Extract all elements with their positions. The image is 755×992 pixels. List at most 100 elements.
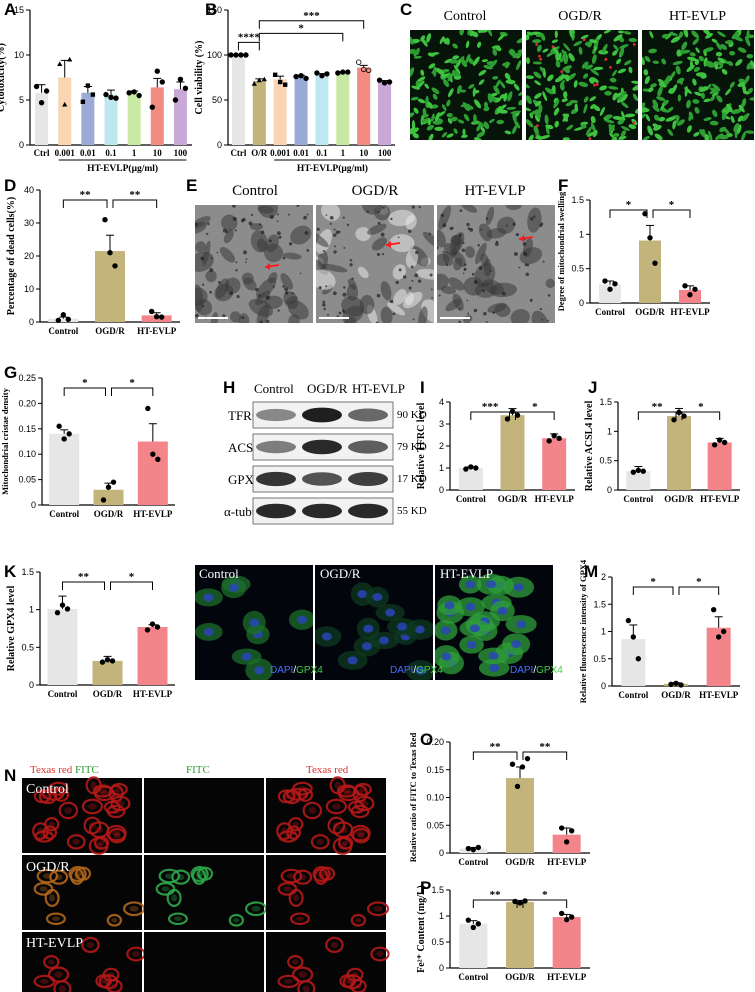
live-cell [631,80,638,84]
nucleus [241,652,252,661]
live-cell [727,61,734,67]
organelle [448,277,465,291]
bar-ogdr [506,778,534,853]
live-cell [661,58,667,65]
live-cell [608,124,615,133]
live-cell [488,118,495,123]
y-axis-label: Percentage of dead cells(%) [6,197,17,315]
live-cell [421,37,428,47]
dead-cell [608,65,612,69]
live-cell [689,52,696,57]
granule [462,241,465,245]
y-tick-label: 1.5 [21,567,34,577]
blot-band [348,503,388,519]
live-cell [581,61,589,69]
live-cell [654,114,660,121]
bar-10 [150,87,164,145]
live-cell [709,120,719,126]
y-tick-label: 30 [24,218,34,228]
data-point [625,617,632,624]
live-cell [534,100,542,107]
bar-control [458,468,483,490]
y-tick-label: 20 [24,251,34,261]
y-tick-label: 0.10 [426,793,444,803]
granule [377,221,381,225]
c-title-ogdr: OGD/R [558,9,602,24]
data-point [470,924,477,931]
bar-control [621,639,646,686]
significance-label: * [696,576,702,588]
n-cell [329,776,346,795]
granule [243,250,248,255]
granule [299,272,302,275]
n-cell-core [100,790,109,797]
live-cell [599,85,608,91]
live-cell [657,86,663,97]
data-point [261,76,267,82]
data-point [676,409,682,416]
data-point [568,914,575,920]
x-tick-label: Control [618,690,648,700]
live-cell [661,33,669,39]
live-cell [609,77,617,83]
x-tick-label: HT-EVLP [547,972,587,982]
y-tick-label: 0.25 [18,373,36,383]
live-cell [601,43,608,53]
live-cell [499,81,506,89]
granule [466,299,469,302]
live-cell [410,67,415,78]
n-cell-core [46,829,53,836]
organelle [230,311,242,323]
data-point [607,286,613,292]
n-cell [33,882,54,896]
n-cell [68,866,87,883]
live-cell [497,109,508,114]
significance-label: * [82,377,88,389]
blot-band [256,471,296,487]
data-point [640,468,647,474]
dead-cell [539,57,543,61]
granule [491,282,493,284]
y-tick-label: 0 [439,963,444,973]
live-cell [558,74,570,79]
nucleus [385,608,396,617]
live-cell [417,98,426,104]
significance-bracket [111,387,154,396]
live-cell [612,69,617,77]
data-point [243,52,249,58]
data-point [99,659,106,665]
live-cell [516,60,522,71]
c-image-ogdr [526,30,638,140]
h-size-gpx4: 17 KD [397,473,427,485]
granule [411,279,414,282]
organelle [461,205,478,213]
live-cell [744,75,750,84]
granule [265,295,270,300]
l-cells-ogdr [315,582,433,680]
nucleus [347,656,358,665]
chart-d: 0 10 20 30 40 Percentage of dead cells(%) Cont… [6,185,180,336]
live-cell [612,116,623,121]
organelle [545,278,555,289]
live-cell [619,44,629,49]
panel-label-p: P [420,878,432,897]
organelle [195,241,206,253]
live-cell [434,126,444,131]
organelle [389,234,415,253]
scale-bar [198,317,228,319]
n-cell [370,946,390,962]
granule [473,308,478,313]
y-axis-label: Relative ACSL4 level [584,401,595,492]
blot-band [348,408,388,422]
granule [485,217,489,220]
l-image-control [195,565,313,680]
n-cell [81,936,100,954]
x-tick-label: OGD/R [664,494,694,504]
live-cell [480,30,488,33]
granule [489,270,492,272]
significance-label: *** [482,401,499,413]
live-cell [456,58,462,68]
y-tick-label: 0.5 [21,642,34,652]
data-point [376,77,383,83]
